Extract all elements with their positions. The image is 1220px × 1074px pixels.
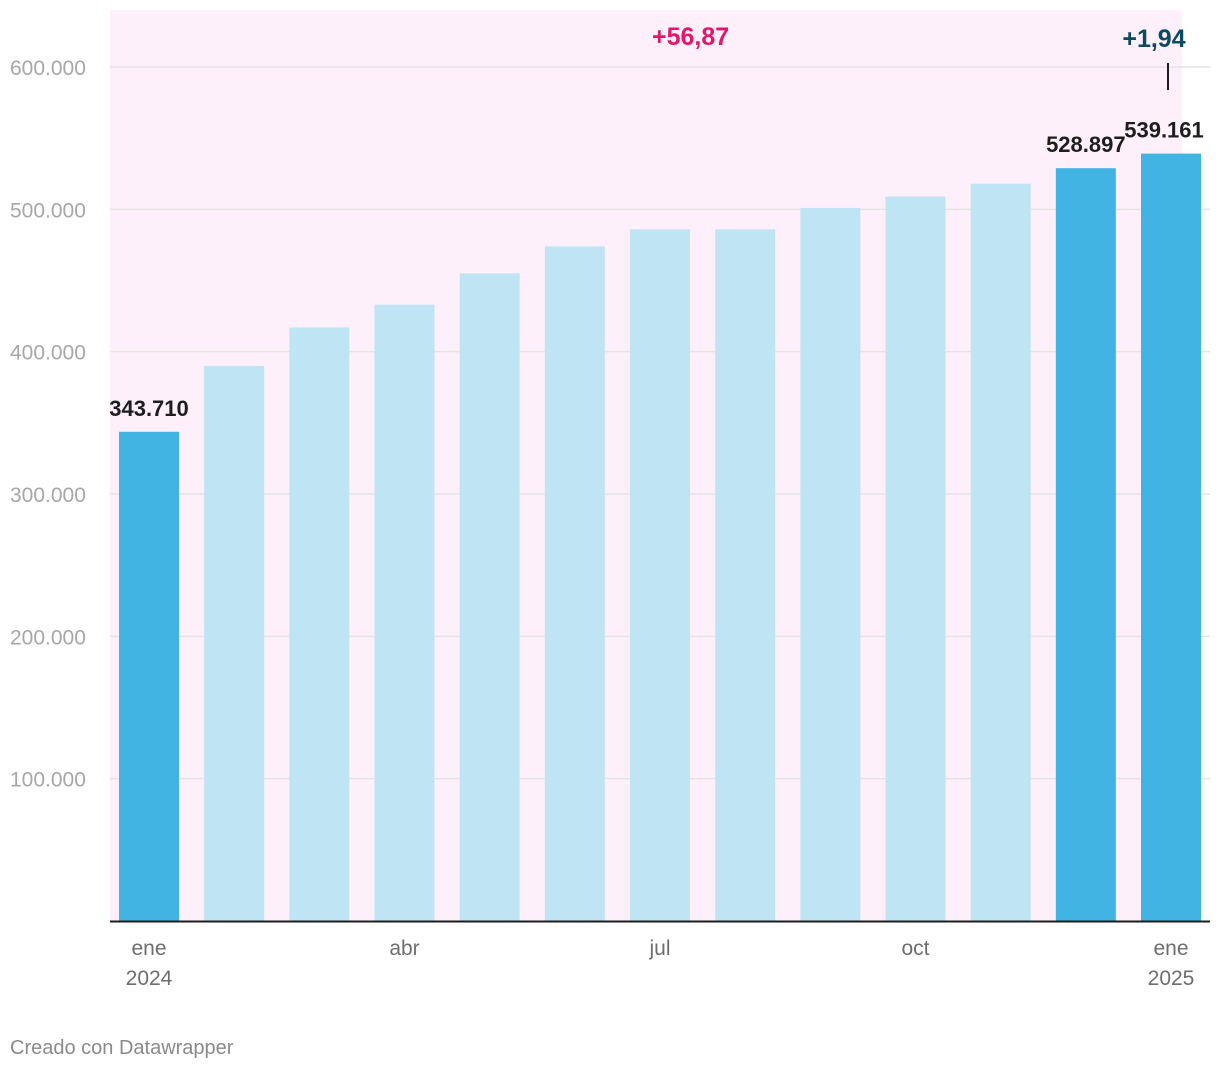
x-tick-label-year: 2025 [1148, 967, 1195, 990]
x-tick-label: oct [901, 937, 929, 960]
x-tick-label: ene [131, 937, 166, 960]
x-tick-label: ene [1153, 937, 1188, 960]
x-tick-label-year: 2024 [126, 967, 173, 990]
y-tick-label-layer: 100.000 200.000 300.000 400.000 500.000 600.0… [10, 57, 86, 792]
bar [544, 246, 605, 922]
annotation-layer: +56,87 +1,94 [652, 23, 1186, 90]
bar [715, 229, 776, 921]
footer-credit: Creado con Datawrapper [10, 1037, 234, 1059]
change-annotation: +56,87 [652, 23, 729, 51]
change-annotation: +1,94 [1122, 25, 1185, 53]
bar [204, 365, 265, 921]
bar [459, 273, 520, 922]
bar [119, 431, 179, 921]
y-tick-label: 200.000 [10, 626, 86, 649]
value-label: 539.161 [1124, 118, 1204, 143]
y-tick-label: 300.000 [10, 484, 86, 507]
value-label: 343.710 [109, 396, 189, 421]
bar [970, 183, 1031, 922]
y-tick-label: 400.000 [10, 342, 86, 365]
bar-layer [119, 153, 1201, 922]
bar [374, 304, 435, 921]
y-tick-label: 600.000 [10, 57, 86, 80]
bar [800, 207, 861, 921]
y-tick-label: 100.000 [10, 769, 86, 792]
bar [1055, 168, 1116, 922]
x-tick-label-layer: ene 2024 abr jul oct ene 2025 [126, 937, 1195, 990]
x-tick-label: jul [648, 937, 670, 960]
bar [630, 229, 690, 921]
bar [885, 196, 946, 922]
x-tick-label: abr [389, 937, 419, 960]
value-label: 528.897 [1046, 132, 1126, 157]
bar [1141, 153, 1201, 921]
y-tick-label: 500.000 [10, 199, 86, 222]
bar [289, 327, 350, 922]
